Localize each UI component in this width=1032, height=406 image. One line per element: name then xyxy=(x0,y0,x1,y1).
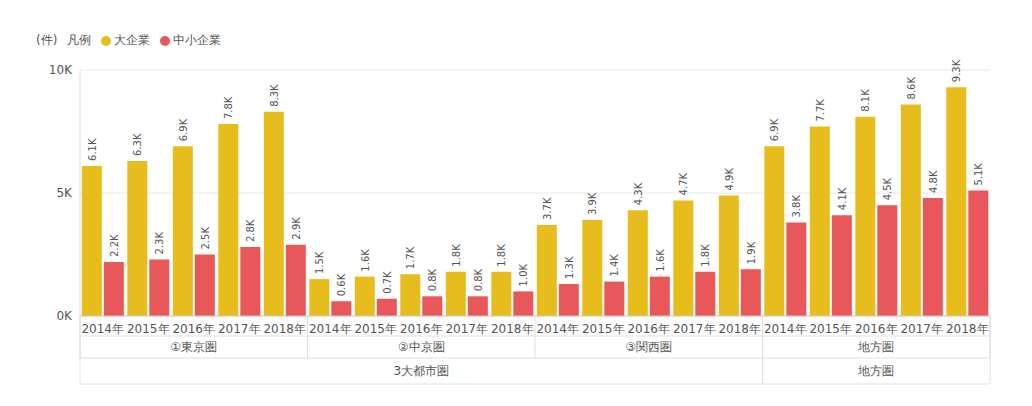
svg-text:地方圏: 地方圏 xyxy=(857,364,894,378)
html-text:大企業: 大企業 xyxy=(114,33,151,47)
svg-text:2018年: 2018年 xyxy=(946,322,989,336)
html-text:(件): (件) xyxy=(36,33,58,47)
svg-text:4.1K: 4.1K xyxy=(837,187,848,210)
svg-text:4.9K: 4.9K xyxy=(724,168,735,191)
svg-text:2016年: 2016年 xyxy=(855,322,898,336)
svg-text:2017年: 2017年 xyxy=(900,322,943,336)
svg-text:5K: 5K xyxy=(56,186,73,200)
html-text:凡例: 凡例 xyxy=(67,33,92,47)
svg-text:2018年: 2018年 xyxy=(491,322,534,336)
svg-text:7.8K: 7.8K xyxy=(223,96,234,119)
svg-text:6.3K: 6.3K xyxy=(132,133,143,156)
svg-text:2014年: 2014年 xyxy=(764,322,807,336)
svg-text:①東京圏: ①東京圏 xyxy=(170,340,217,354)
svg-text:地方圏: 地方圏 xyxy=(857,340,894,354)
svg-text:0.8K: 0.8K xyxy=(473,268,484,291)
svg-text:6.9K: 6.9K xyxy=(769,118,780,141)
svg-text:1.8K: 1.8K xyxy=(700,244,711,267)
html-text:中小企業: 中小企業 xyxy=(173,33,222,47)
svg-text:3.9K: 3.9K xyxy=(587,192,598,215)
svg-text:3.7K: 3.7K xyxy=(542,197,553,220)
svg-text:2.8K: 2.8K xyxy=(245,219,256,242)
svg-text:②中京圏: ②中京圏 xyxy=(398,340,445,354)
svg-text:2.3K: 2.3K xyxy=(154,232,165,255)
svg-text:2017年: 2017年 xyxy=(218,322,261,336)
svg-text:1.5K: 1.5K xyxy=(314,251,325,274)
svg-text:1.6K: 1.6K xyxy=(360,249,371,272)
svg-text:1.0K: 1.0K xyxy=(518,263,529,286)
svg-text:8.1K: 8.1K xyxy=(860,89,871,112)
svg-text:2015年: 2015年 xyxy=(809,322,852,336)
svg-text:4.7K: 4.7K xyxy=(678,172,689,195)
svg-text:2014年: 2014年 xyxy=(309,322,352,336)
svg-text:2.9K: 2.9K xyxy=(291,217,302,240)
svg-text:9.3K: 9.3K xyxy=(951,59,962,82)
svg-text:0.8K: 0.8K xyxy=(427,268,438,291)
svg-text:1.3K: 1.3K xyxy=(564,256,575,279)
svg-text:1.6K: 1.6K xyxy=(655,249,666,272)
svg-text:0.7K: 0.7K xyxy=(382,271,393,294)
svg-text:3大都市圏: 3大都市圏 xyxy=(393,364,449,378)
svg-text:2018年: 2018年 xyxy=(718,322,761,336)
svg-text:0.6K: 0.6K xyxy=(336,273,347,296)
svg-text:7.7K: 7.7K xyxy=(815,99,826,122)
svg-text:2.5K: 2.5K xyxy=(200,227,211,250)
svg-text:1.7K: 1.7K xyxy=(405,246,416,269)
svg-text:6.9K: 6.9K xyxy=(178,118,189,141)
svg-text:4.5K: 4.5K xyxy=(882,177,893,200)
svg-text:2015年: 2015年 xyxy=(127,322,170,336)
svg-text:10K: 10K xyxy=(49,63,73,77)
svg-text:5.1K: 5.1K xyxy=(973,163,984,186)
svg-text:0K: 0K xyxy=(56,309,73,323)
svg-text:1.8K: 1.8K xyxy=(496,244,507,267)
svg-text:2016年: 2016年 xyxy=(172,322,215,336)
svg-text:2015年: 2015年 xyxy=(582,322,625,336)
svg-text:2014年: 2014年 xyxy=(536,322,579,336)
svg-text:2015年: 2015年 xyxy=(354,322,397,336)
svg-text:4.3K: 4.3K xyxy=(633,182,644,205)
svg-text:1.9K: 1.9K xyxy=(746,241,757,264)
svg-text:1.4K: 1.4K xyxy=(609,254,620,277)
svg-text:2018年: 2018年 xyxy=(263,322,306,336)
svg-text:2017年: 2017年 xyxy=(673,322,716,336)
svg-text:6.1K: 6.1K xyxy=(87,138,98,161)
svg-text:2016年: 2016年 xyxy=(627,322,670,336)
svg-text:8.6K: 8.6K xyxy=(906,77,917,100)
svg-text:4.8K: 4.8K xyxy=(928,170,939,193)
svg-text:③関西圏: ③関西圏 xyxy=(625,340,672,354)
svg-text:1.8K: 1.8K xyxy=(451,244,462,267)
svg-text:3.8K: 3.8K xyxy=(791,195,802,218)
svg-text:2016年: 2016年 xyxy=(400,322,443,336)
svg-text:8.3K: 8.3K xyxy=(269,84,280,107)
svg-text:2014年: 2014年 xyxy=(81,322,124,336)
svg-text:2017年: 2017年 xyxy=(445,322,488,336)
svg-text:2.2K: 2.2K xyxy=(109,234,120,257)
